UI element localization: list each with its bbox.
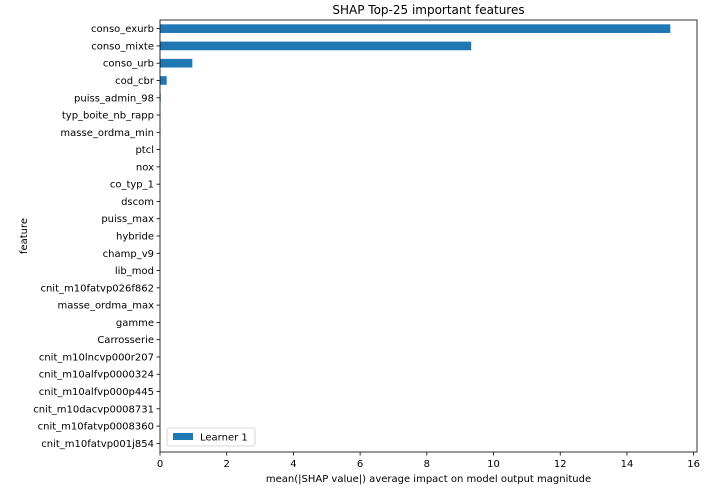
x-tick-label-6: 6 [357,459,363,470]
x-tick-label-4: 4 [290,459,296,470]
bar-conso-mixte [160,41,472,51]
plot-frame [159,19,698,453]
x-ticks-group: 0 2 4 6 8 10 12 14 16 [157,452,700,470]
y-tick-label-co-typ-1: co_typ_1 [110,180,154,191]
y-tick-label-cod-cbr: cod_cbr [115,76,155,87]
y-tick-label-conso-mixte: conso_mixte [91,41,154,52]
y-tick-label-cnit-m10alfvp0000324: cnit_m10alfvp0000324 [39,370,154,381]
y-tick-label-cnit-m10fatvp026f862: cnit_m10fatvp026f862 [40,283,154,294]
bar-conso-exurb [160,24,671,33]
y-tick-label-cnit-m10lncvp000r207: cnit_m10lncvp000r207 [39,352,154,363]
x-tick-label-16: 16 [687,459,700,470]
y-tick-label-conso-urb: conso_urb [103,59,154,70]
y-tick-label-hybride: hybride [116,232,154,243]
legend-swatch-learner-1 [173,433,193,440]
y-tick-label-nox: nox [136,162,154,173]
y-tick-label-cnit-m10fatvp0008360: cnit_m10fatvp0008360 [38,422,154,433]
y-tick-label-cnit-m10alfvp000p445: cnit_m10alfvp000p445 [39,387,154,398]
y-tick-label-conso-exurb: conso_exurb [91,24,154,35]
x-tick-label-14: 14 [621,459,634,470]
y-tick-label-carrosserie: Carrosserie [97,335,154,346]
y-tick-label-gamme: gamme [116,318,154,329]
x-tick-label-2: 2 [224,459,230,470]
y-axis-label: feature [19,218,30,254]
y-tick-label-cnit-m10dacvp0008731: cnit_m10dacvp0008731 [33,404,154,415]
bars-group [160,24,671,448]
y-tick-label-lib-mod: lib_mod [115,266,154,277]
x-axis-label: mean(|SHAP value|) average impact on mod… [266,474,591,485]
x-tick-label-12: 12 [554,459,567,470]
x-tick-label-8: 8 [424,459,430,470]
y-tick-label-masse-ordma-max: masse_ordma_max [58,301,155,312]
y-tick-label-typ-boite-nb-rapp: typ_boite_nb_rapp [62,111,154,122]
y-tick-label-puiss-admin-98: puiss_admin_98 [74,93,154,104]
y-tick-label-dscom: dscom [121,197,154,208]
y-tick-label-champ-v9: champ_v9 [103,249,154,260]
x-tick-label-10: 10 [487,459,500,470]
x-tick-label-0: 0 [157,459,163,470]
y-tick-label-cnit-m10fatvp001j854: cnit_m10fatvp001j854 [41,439,154,450]
y-tick-label-puiss-max: puiss_max [101,214,154,225]
legend-label-learner-1: Learner 1 [200,433,248,444]
y-ticks-group: conso_exurb conso_mixte conso_urb cod_cbrpu… [33,24,160,450]
legend: Learner 1 [166,427,256,447]
bar-cod-cbr [160,76,167,85]
y-tick-label-masse-ordma-min: masse_ordma_min [60,128,154,139]
bar-conso-urb [160,58,193,68]
chart-title: SHAP Top-25 important features [332,3,524,17]
y-tick-label-ptcl: ptcl [135,145,154,156]
legend-box [166,427,256,447]
